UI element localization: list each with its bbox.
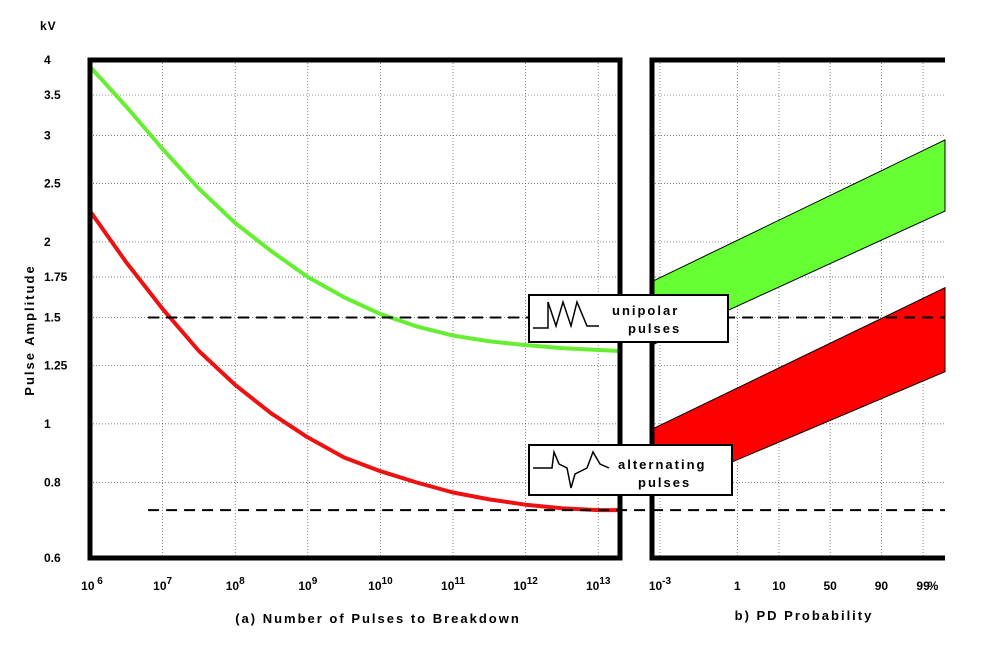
x-tick-label-b: 90 — [875, 579, 889, 593]
x-tick-label: 1013 — [586, 576, 611, 593]
x-tick-labels-a: 10 6 107 108 109 1010 1011 1012 1013 — [81, 576, 611, 593]
y-unit-label: kV — [40, 19, 57, 33]
x-tick-label-b: 50 — [824, 579, 838, 593]
y-tick-label: 3.5 — [44, 88, 61, 102]
alternating-curve — [88, 209, 622, 513]
x-tick-label: 1012 — [513, 576, 538, 593]
y-tick-label: 1.5 — [44, 310, 61, 324]
x-tick-label: 10 6 — [81, 576, 103, 593]
x-tick-label: 1011 — [441, 576, 465, 593]
y-tick-label: 0.6 — [44, 551, 61, 565]
legend-unipolar-line1: unipolar — [612, 303, 679, 318]
y-tick-label: 2.5 — [44, 176, 61, 190]
x-tick-label-b: 1 — [734, 579, 741, 593]
x-axis-title-b: b) PD Probability — [735, 608, 874, 623]
y-tick-label: 1.75 — [44, 270, 68, 284]
y-tick-label: 3 — [44, 129, 51, 143]
y-tick-label: 4 — [44, 53, 51, 67]
legend-alternating-line2: pulses — [638, 475, 691, 490]
x-tick-label: 1010 — [368, 576, 393, 593]
y-tick-label: 0.8 — [44, 475, 61, 489]
y-axis-title: Pulse Amplitude — [22, 264, 37, 395]
plot-frames — [87, 57, 945, 561]
legend-alternating-line1: alternating — [618, 457, 706, 472]
x-tick-label-b: % — [928, 579, 939, 593]
x-axis-title-a: (a) Number of Pulses to Breakdown — [235, 611, 521, 626]
probability-bands — [651, 139, 946, 497]
y-tick-label: 1 — [44, 417, 51, 431]
x-tick-label-b: 10-3 — [649, 576, 672, 593]
legend-alternating: alternating pulses — [528, 444, 733, 496]
legend-alternating-box — [528, 444, 733, 496]
y-tick-labels: 4 3.5 3 2.5 2 1.75 1.5 1.25 1 0.8 0.6 — [44, 53, 68, 565]
alternating-pulse-icon — [533, 449, 610, 489]
legend-unipolar: unipolar pulses — [528, 294, 729, 343]
unipolar-pulse-icon — [533, 299, 599, 329]
breakdown-curves — [88, 64, 622, 513]
x-tick-label-b: 10 — [772, 579, 786, 593]
legend-unipolar-line2: pulses — [628, 321, 681, 336]
y-tick-label: 1.25 — [44, 358, 68, 372]
x-tick-label-b: 99 — [916, 579, 930, 593]
x-tick-label: 109 — [298, 576, 317, 593]
y-tick-label: 2 — [44, 235, 51, 249]
x-tick-label: 108 — [226, 576, 245, 593]
x-tick-label: 107 — [153, 576, 172, 593]
x-tick-labels-b: 10-3 1 10 50 90 99% — [649, 576, 939, 593]
unipolar-curve — [88, 64, 622, 353]
